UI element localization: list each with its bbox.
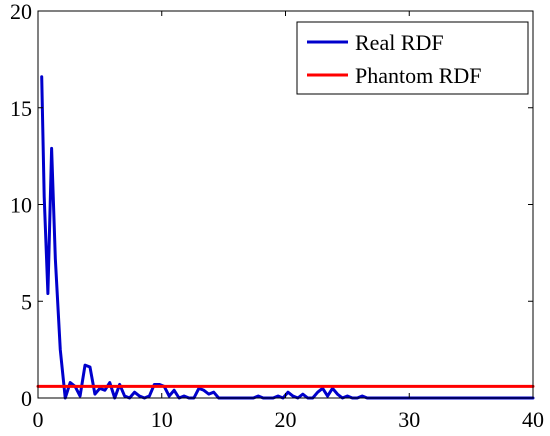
y-tick-label: 10: [10, 193, 32, 218]
x-axis-ticks: 0 10 20 30 40: [33, 11, 544, 432]
y-tick-label: 20: [10, 0, 32, 24]
x-tick-label: 20: [275, 407, 297, 432]
legend-label-real-rdf: Real RDF: [355, 30, 444, 55]
y-axis-ticks: 0 5 10 15 20: [10, 0, 533, 411]
x-tick-label: 30: [398, 407, 420, 432]
legend-label-phantom-rdf: Phantom RDF: [355, 63, 482, 88]
x-tick-label: 40: [522, 407, 544, 432]
y-tick-label: 0: [21, 386, 32, 411]
x-tick-label: 10: [151, 407, 173, 432]
legend: Real RDF Phantom RDF: [296, 21, 529, 95]
x-tick-label: 0: [33, 407, 44, 432]
y-tick-label: 5: [21, 289, 32, 314]
y-tick-label: 15: [10, 96, 32, 121]
legend-box: [296, 21, 529, 95]
